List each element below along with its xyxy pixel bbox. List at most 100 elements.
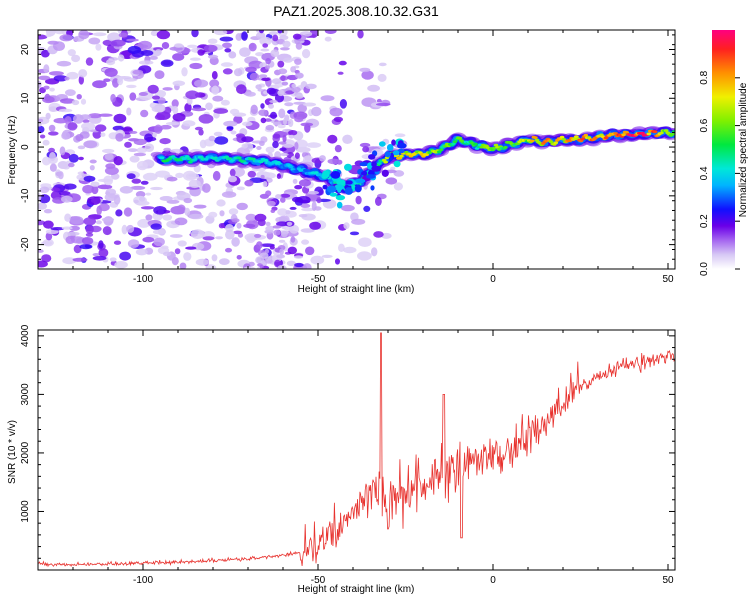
spectrogram-image xyxy=(38,30,675,269)
spectrogram-noise-cell xyxy=(153,237,165,247)
spectrogram-noise-cell xyxy=(38,193,42,202)
spectrogram-noise-cell xyxy=(171,99,179,108)
spectrogram-noise-cell xyxy=(183,252,192,261)
spectrogram-noise-cell xyxy=(282,40,291,48)
spectrogram-noise-cell xyxy=(153,47,164,51)
spectrogram-noise-cell xyxy=(129,155,140,163)
spectrogram-noise-cell xyxy=(131,178,142,184)
spectrogram-noise-cell xyxy=(257,88,264,92)
spectrogram-y-label: Frequency (Hz) xyxy=(7,116,18,185)
spectrogram-noise-cell xyxy=(270,209,276,214)
spectrogram-noise-cell xyxy=(88,113,102,119)
spectrogram-noise-cell xyxy=(342,134,353,144)
spectrogram-ridge-cell xyxy=(322,184,328,190)
spectrogram-noise-cell xyxy=(172,112,186,122)
spectrogram-noise-cell xyxy=(58,171,64,180)
spectrogram-noise-cell xyxy=(367,84,380,92)
spectrogram-noise-cell xyxy=(272,225,282,229)
spectrogram-noise-cell xyxy=(256,146,262,150)
spectrogram-noise-cell xyxy=(295,42,303,50)
spectrogram-noise-cell xyxy=(311,106,322,117)
spectrogram-noise-cell xyxy=(361,70,374,80)
spectrogram-noise-cell xyxy=(184,207,191,216)
spectrogram-noise-cell xyxy=(154,70,165,79)
spectrogram-noise-cell xyxy=(292,178,298,184)
spectrogram-noise-cell xyxy=(278,108,286,119)
spectrogram-noise-cell xyxy=(276,173,281,179)
spectrogram-noise-cell xyxy=(101,217,115,222)
spectrogram-ridge-cell xyxy=(384,151,391,158)
spectrogram-noise-cell xyxy=(216,199,226,207)
spectrogram-noise-cell xyxy=(300,203,311,208)
spectrogram-noise-cell xyxy=(245,91,256,97)
spectrogram-noise-cell xyxy=(278,68,288,75)
spectrogram-noise-cell xyxy=(213,30,228,36)
spectrogram-noise-cell xyxy=(244,179,254,187)
spectrogram-noise-cell xyxy=(202,236,215,241)
spectrogram-noise-cell xyxy=(136,147,148,154)
spectrogram-noise-cell xyxy=(230,130,237,135)
spectrogram-noise-cell xyxy=(220,62,233,67)
spectrogram-noise-cell xyxy=(277,30,283,34)
spectrogram-noise-cell xyxy=(53,75,68,82)
spectrogram-noise-cell xyxy=(68,162,75,168)
spectrogram-ridge-cell xyxy=(378,141,386,147)
spectrogram-noise-cell xyxy=(259,265,264,269)
spectrogram-noise-cell xyxy=(38,75,51,81)
spectrogram-noise-cell xyxy=(207,38,218,44)
spectrogram-noise-cell xyxy=(83,140,98,149)
spectrogram-noise-cell xyxy=(110,93,116,103)
spectrogram-noise-cell xyxy=(270,49,280,58)
spectrogram-noise-cell xyxy=(53,117,68,124)
spectrogram-noise-cell xyxy=(257,219,266,227)
spectrogram-noise-cell xyxy=(183,197,193,204)
spectrogram-noise-cell xyxy=(61,131,71,140)
spectrogram-ridge-cell xyxy=(344,163,352,171)
spectrogram-noise-cell xyxy=(288,130,298,136)
spectrogram-ridge-cell xyxy=(199,156,204,159)
spectrogram-noise-cell xyxy=(266,87,277,95)
spectrogram-noise-cell xyxy=(65,89,76,96)
spectrogram-noise-cell xyxy=(219,36,234,42)
spectrogram-noise-cell xyxy=(351,218,366,225)
spectrogram-noise-cell xyxy=(309,30,318,39)
spectrogram-noise-cell xyxy=(126,224,135,233)
spectrogram-noise-cell xyxy=(202,183,211,193)
spectrogram-noise-cell xyxy=(48,131,59,136)
spectrogram-noise-cell xyxy=(329,107,343,117)
spectrogram-noise-cell xyxy=(140,206,155,210)
spectrogram-ridge-cell xyxy=(288,165,294,169)
spectrogram-noise-cell xyxy=(260,48,270,52)
spectrogram-noise-cell xyxy=(203,44,218,53)
spectrogram-noise-cell xyxy=(45,33,52,38)
spectrogram-noise-cell xyxy=(245,213,257,222)
y-tick-label: -10 xyxy=(20,188,31,203)
spectrogram-ridge-cell xyxy=(457,136,463,140)
spectrogram-noise-cell xyxy=(156,30,171,40)
spectrogram-noise-cell xyxy=(277,125,286,129)
spectrogram-noise-cell xyxy=(188,213,204,220)
spectrogram-noise-cell xyxy=(209,79,220,88)
spectrogram-noise-cell xyxy=(302,102,317,107)
spectrogram-noise-cell xyxy=(126,107,132,116)
spectrogram-noise-cell xyxy=(104,166,119,175)
x-tick-label: 0 xyxy=(490,274,496,285)
spectrogram-noise-cell xyxy=(121,224,128,235)
spectrogram-noise-cell xyxy=(229,168,236,177)
spectrogram-noise-cell xyxy=(233,230,243,235)
spectrogram-noise-cell xyxy=(358,237,372,247)
spectrogram-x-ticks: -100 -50 0 50 xyxy=(37,30,674,285)
spectrogram-ridge-cell xyxy=(359,162,369,167)
spectrogram-noise-cell xyxy=(42,139,50,146)
spectrogram-noise-cell xyxy=(123,207,133,217)
spectrogram-noise-cell xyxy=(245,66,257,73)
spectrogram-noise-cell xyxy=(129,92,137,101)
spectrogram-noise-cell xyxy=(144,143,155,152)
spectrogram-noise-cell xyxy=(279,35,289,41)
spectrogram-noise-cell xyxy=(235,33,243,41)
spectrogram-noise-cell xyxy=(259,140,265,146)
snr-line-layer xyxy=(38,332,675,568)
spectrogram-noise-cell xyxy=(225,229,235,240)
spectrogram-noise-cell xyxy=(186,97,193,105)
spectrogram-noise-cell xyxy=(104,153,114,161)
